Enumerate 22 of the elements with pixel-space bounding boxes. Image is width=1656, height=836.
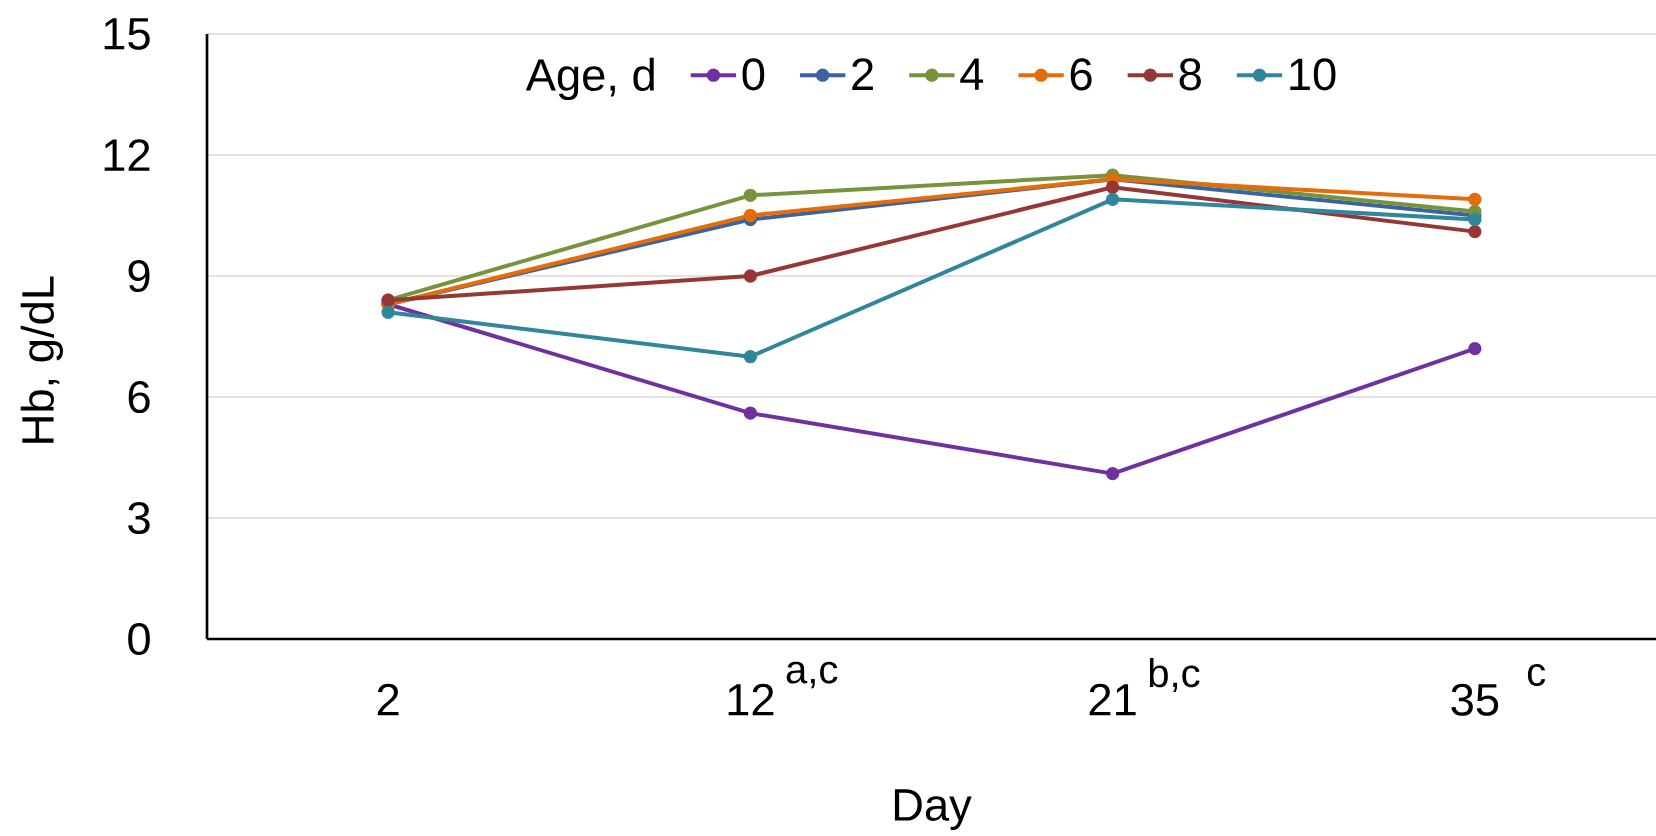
text: c bbox=[1527, 664, 1546, 686]
legend-label: 10 bbox=[1290, 58, 1336, 91]
legend-label: 4 bbox=[960, 58, 984, 90]
y-axis-title: Hb, g/dL bbox=[20, 276, 63, 443]
legend-label: 2 bbox=[852, 58, 873, 90]
x-tick-label: 21 bbox=[1089, 683, 1136, 716]
x-tick-label: 35 bbox=[1451, 683, 1499, 716]
y-tick-label: 0 bbox=[128, 622, 150, 656]
legend-title: Age, d bbox=[525, 57, 654, 100]
y-tick-label: 9 bbox=[128, 259, 150, 293]
x-tick-label: 2 bbox=[377, 683, 399, 716]
legend-label: 6 bbox=[1070, 58, 1092, 91]
y-tick-label: 12 bbox=[104, 139, 150, 171]
legend-label: 0 bbox=[742, 58, 765, 91]
legend-label: 8 bbox=[1179, 58, 1201, 91]
text: a,c bbox=[786, 661, 838, 689]
x-tick-label: 12 bbox=[728, 683, 774, 716]
y-tick-label: 6 bbox=[128, 380, 150, 414]
text: b,c bbox=[1149, 657, 1200, 693]
y-tick-label: 3 bbox=[128, 501, 150, 535]
x-axis-title: Day bbox=[894, 789, 972, 830]
y-tick-label: 15 bbox=[104, 18, 150, 50]
